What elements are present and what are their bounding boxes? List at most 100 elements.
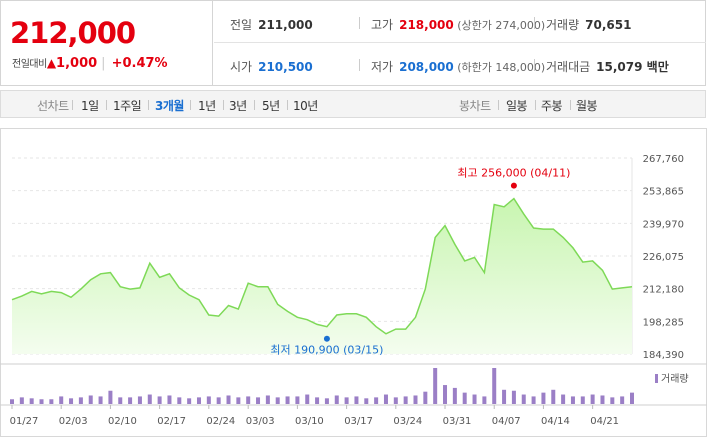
- x-tick-label: 03/24: [393, 416, 422, 427]
- volume-bar: [521, 394, 526, 404]
- volume-bar: [354, 396, 359, 404]
- change-divider: |: [101, 56, 106, 71]
- volume-bar: [187, 398, 192, 404]
- quote-key: 고가: [371, 18, 394, 32]
- x-tick-label: 02/03: [59, 416, 88, 427]
- x-tick-label: 01/27: [10, 416, 39, 427]
- quote-row2-cell-2: 거래대금 15,079 백만: [546, 58, 669, 75]
- current-price: 212,000: [10, 16, 136, 50]
- quote-key: 저가: [371, 60, 394, 74]
- tab-candle-2[interactable]: 월봉: [576, 99, 598, 113]
- tab-divider: [223, 100, 224, 110]
- tab-period-4[interactable]: 3년: [229, 99, 247, 113]
- volume-bar: [118, 397, 123, 404]
- volume-bar: [433, 368, 438, 404]
- x-tick-label: 04/07: [492, 416, 521, 427]
- volume-bar: [462, 392, 467, 404]
- quote-divider: [359, 59, 360, 71]
- volume-bar: [334, 395, 339, 404]
- volume-bar: [482, 396, 487, 404]
- x-tick-label: 02/17: [157, 416, 186, 427]
- tab-divider: [498, 100, 499, 110]
- x-tick-label: 04/14: [541, 416, 570, 427]
- quote-divider: [534, 17, 535, 29]
- line-chart-label: 선차트: [37, 99, 69, 113]
- tab-period-0[interactable]: 1일: [81, 99, 99, 113]
- x-tick-label: 02/24: [206, 416, 235, 427]
- volume-bar: [88, 395, 93, 404]
- volume-bar: [620, 396, 625, 404]
- price-line: [11, 197, 633, 335]
- volume-bar: [29, 398, 34, 404]
- volume-bar: [39, 399, 44, 404]
- price-box: 212,000 전일대비▲1,000 | +0.47%: [1, 1, 213, 85]
- price-area: [12, 198, 632, 354]
- tab-period-3[interactable]: 1년: [198, 99, 216, 113]
- quote-row-1: 전일 211,000 고가 218,000 (상한가 274,000) 거래량 70,65…: [214, 1, 706, 43]
- candle-chart-label: 봉차트: [459, 99, 491, 113]
- quote-row2-cell-1: 저가 208,000 (하한가 148,000): [371, 58, 545, 75]
- volume-bar: [98, 396, 103, 404]
- quote-limit: (하한가 148,000): [453, 61, 546, 74]
- quote-value: 15,079 백만: [596, 60, 669, 74]
- volume-bar: [19, 397, 24, 404]
- volume-bar: [561, 394, 566, 404]
- tab-period-2[interactable]: 3개월: [155, 99, 184, 113]
- volume-legend-label: 거래량: [661, 373, 689, 385]
- volume-bar: [216, 397, 221, 404]
- volume-bar: [157, 396, 162, 404]
- tab-divider: [535, 100, 536, 110]
- volume-bar: [403, 396, 408, 404]
- volume-bar: [630, 392, 634, 404]
- low-marker: [323, 335, 330, 342]
- volume-bar: [541, 392, 546, 404]
- x-tick-label: 03/10: [295, 416, 324, 427]
- quote-row1-cell-1: 고가 218,000 (상한가 274,000): [371, 16, 545, 33]
- volume-bar: [236, 397, 241, 404]
- x-tick-label: 04/21: [590, 416, 619, 427]
- quote-value: 210,500: [258, 60, 313, 74]
- y-tick-label: 239,970: [643, 219, 684, 230]
- tab-candle-1[interactable]: 주봉: [541, 99, 563, 113]
- y-tick-label: 267,760: [643, 154, 684, 165]
- tab-period-5[interactable]: 5년: [262, 99, 280, 113]
- tab-divider: [190, 100, 191, 110]
- volume-bar: [590, 394, 595, 404]
- quote-key: 거래량: [546, 18, 580, 32]
- volume-bar: [315, 397, 320, 404]
- volume-bar: [78, 397, 83, 404]
- quote-value: 218,000: [399, 18, 454, 32]
- y-tick-label: 253,865: [643, 187, 684, 198]
- tab-divider: [148, 100, 149, 110]
- volume-bar: [226, 395, 231, 404]
- tab-candle-0[interactable]: 일봉: [506, 99, 528, 113]
- quote-key: 시가: [230, 60, 253, 74]
- volume-bar: [167, 395, 172, 404]
- y-tick-label: 212,180: [643, 285, 684, 296]
- volume-legend-swatch: [655, 374, 658, 383]
- volume-bar: [452, 387, 457, 404]
- volume-bar: [196, 397, 201, 404]
- volume-bar: [49, 399, 54, 404]
- volume-bar: [344, 397, 349, 404]
- volume-bar: [531, 396, 536, 404]
- volume-bar: [256, 397, 261, 404]
- tab-period-6[interactable]: 10년: [293, 99, 318, 113]
- tab-period-1[interactable]: 1주일: [113, 99, 142, 113]
- volume-bar: [551, 389, 556, 404]
- change-percent: +0.47%: [111, 56, 168, 71]
- volume-bar: [502, 389, 507, 404]
- price-chart: 267,760 253,865 239,970 226,075 212,180 198,2…: [0, 128, 707, 437]
- quote-panel: 212,000 전일대비▲1,000 | +0.47% 전일 211,000 고가 218…: [0, 0, 706, 86]
- quote-value: 70,651: [585, 18, 632, 32]
- quote-key: 거래대금: [546, 60, 591, 74]
- volume-bar: [265, 395, 270, 404]
- volume-bar: [147, 394, 152, 404]
- volume-bar: [108, 390, 113, 404]
- low-label: 최저 190,900 (03/15): [270, 344, 383, 357]
- tab-divider: [570, 100, 571, 110]
- change-row: 전일대비▲1,000 | +0.47%: [12, 55, 168, 71]
- volume-bar: [393, 397, 398, 404]
- change-value: 1,000: [56, 56, 98, 71]
- volume-bar: [128, 397, 133, 404]
